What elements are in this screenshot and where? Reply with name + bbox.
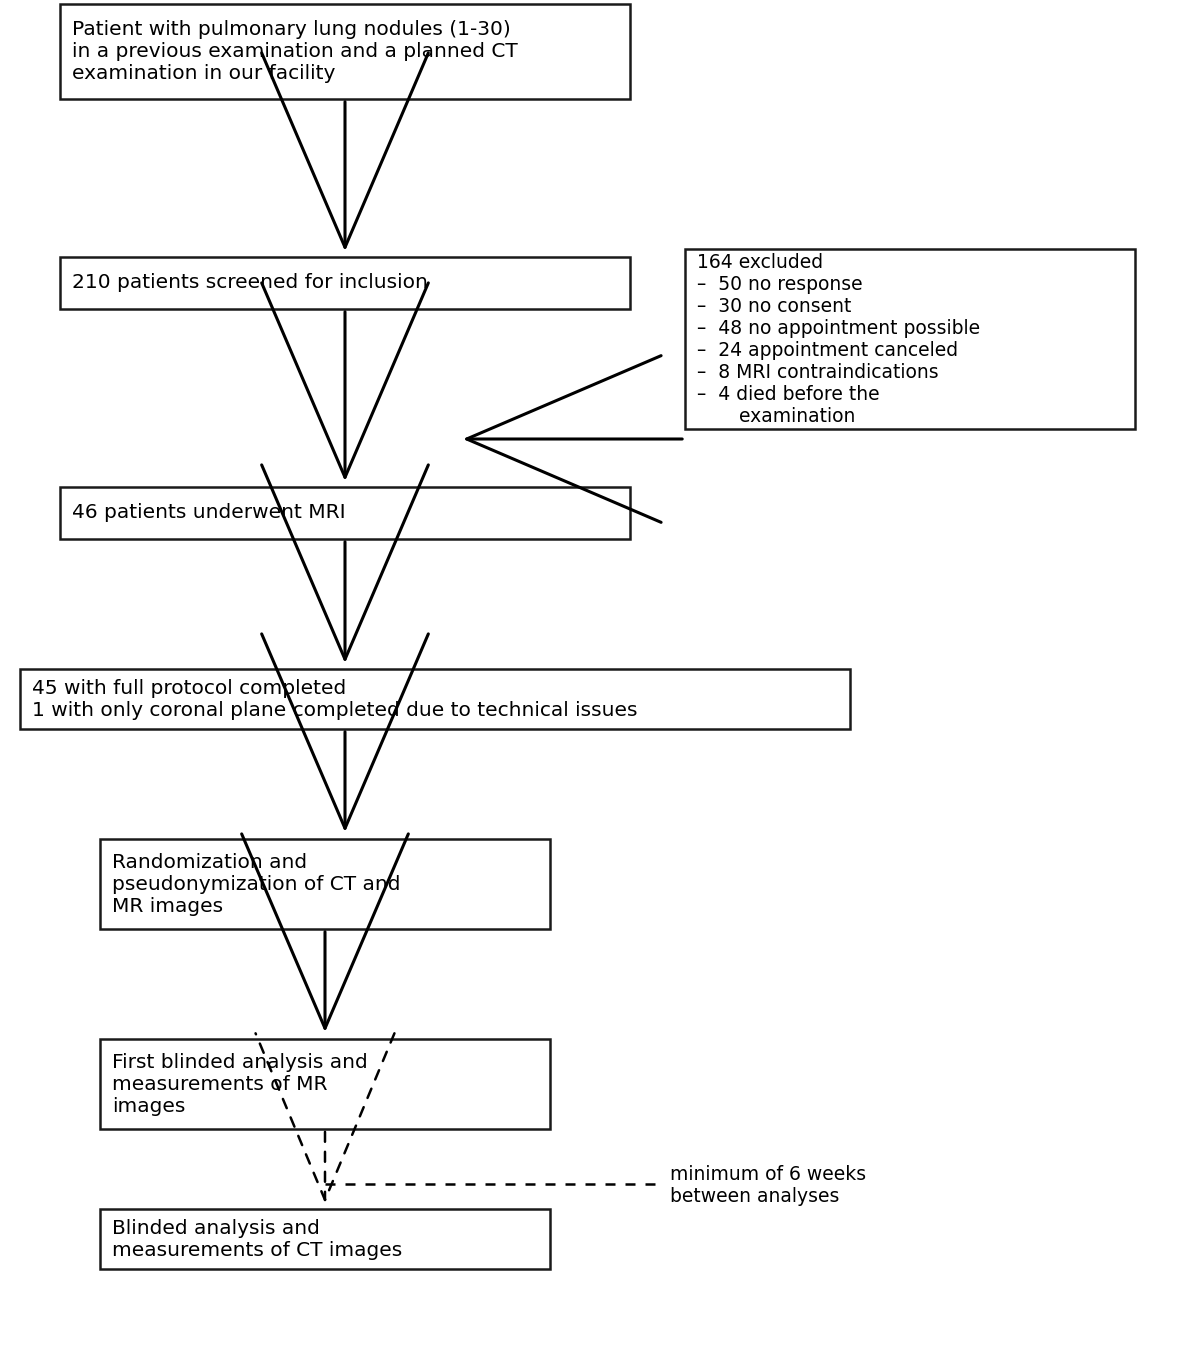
FancyBboxPatch shape	[60, 487, 630, 539]
FancyBboxPatch shape	[685, 249, 1135, 428]
FancyBboxPatch shape	[100, 1209, 550, 1269]
Text: Randomization and
pseudonymization of CT and
MR images: Randomization and pseudonymization of CT…	[112, 853, 401, 916]
Text: 164 excluded
–  50 no response
–  30 no consent
–  48 no appointment possible
– : 164 excluded – 50 no response – 30 no co…	[697, 252, 980, 426]
FancyBboxPatch shape	[100, 1039, 550, 1129]
Text: 45 with full protocol completed
1 with only coronal plane completed due to techn: 45 with full protocol completed 1 with o…	[32, 679, 637, 720]
FancyBboxPatch shape	[20, 669, 850, 730]
Text: Blinded analysis and
measurements of CT images: Blinded analysis and measurements of CT …	[112, 1218, 402, 1259]
Text: Patient with pulmonary lung nodules (1-30)
in a previous examination and a plann: Patient with pulmonary lung nodules (1-3…	[72, 21, 517, 84]
FancyBboxPatch shape	[100, 839, 550, 930]
Text: minimum of 6 weeks
between analyses: minimum of 6 weeks between analyses	[670, 1165, 866, 1206]
FancyBboxPatch shape	[60, 257, 630, 309]
Text: First blinded analysis and
measurements of MR
images: First blinded analysis and measurements …	[112, 1053, 367, 1116]
Text: 46 patients underwent MRI: 46 patients underwent MRI	[72, 504, 346, 523]
Text: 210 patients screened for inclusion: 210 patients screened for inclusion	[72, 274, 428, 293]
FancyBboxPatch shape	[60, 4, 630, 99]
